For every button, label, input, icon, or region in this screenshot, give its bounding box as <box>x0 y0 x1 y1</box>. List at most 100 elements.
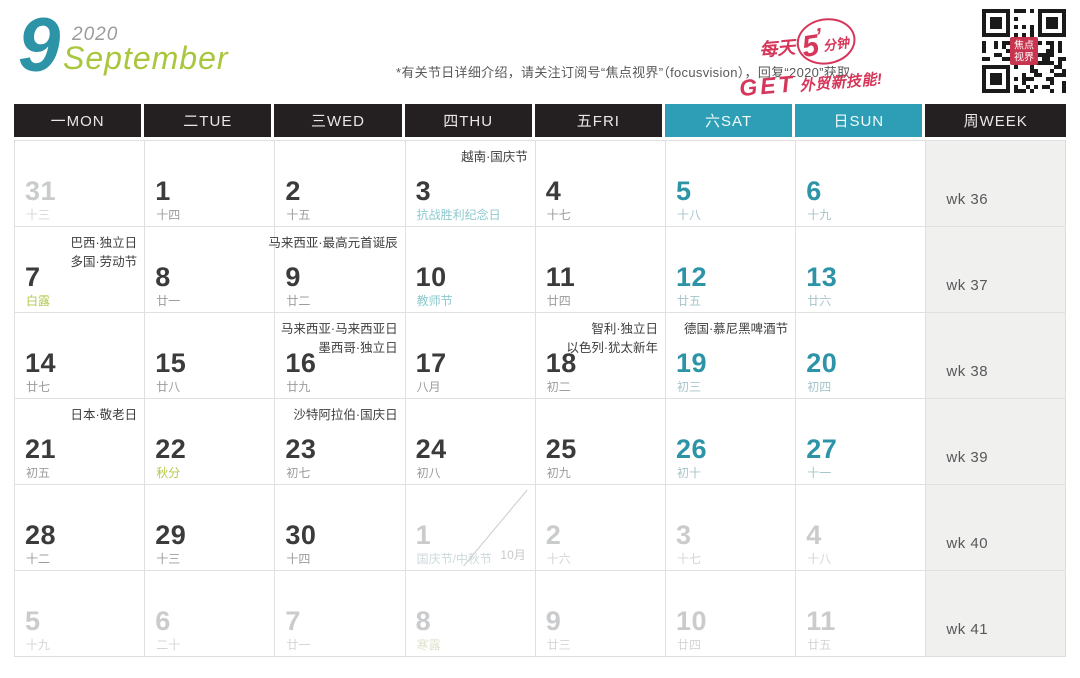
promo-line1: 每天 5’分钟 <box>734 14 881 72</box>
lunar-label: 二十 <box>156 638 181 652</box>
holiday-list: 马来西亚·马来西亚日 墨西哥·独立日 <box>281 320 398 358</box>
qr-code-icon: 焦点视界 <box>981 8 1067 94</box>
next-month-marker: 10月 <box>500 548 526 562</box>
day-cell: 马来西亚·最高元首诞辰 9 廿二 <box>268 226 405 312</box>
day-cell: 2 十六 <box>534 484 665 570</box>
lunar-label: 廿三 <box>546 638 571 652</box>
lunar-label: 十一 <box>807 466 832 480</box>
lunar-label: 十三 <box>156 552 181 566</box>
lunar-label: 十八 <box>807 552 832 566</box>
day-cell: 7 廿一 <box>274 570 405 656</box>
day-number: 18 <box>545 348 577 378</box>
lunar-label: 初七 <box>286 466 311 480</box>
week-number: wk 39 <box>946 449 989 466</box>
lunar-label: 寒露 <box>416 638 441 652</box>
day-cell: 日本·敬老日 21 初五 <box>14 398 145 484</box>
day-number: 7 <box>285 606 301 636</box>
day-number: 30 <box>285 520 317 550</box>
lunar-label: 初三 <box>676 380 701 394</box>
day-cell: 4 十七 <box>534 140 665 226</box>
holiday-label: 智利·独立日 <box>591 322 658 336</box>
day-cell: 4 十八 <box>795 484 926 570</box>
day-cell: 25 初九 <box>534 398 665 484</box>
day-cell: 3 十七 <box>664 484 796 570</box>
day-number: 17 <box>415 348 447 378</box>
lunar-label: 初八 <box>416 466 441 480</box>
calendar-table: 一MON 二TUE 三WED 四THU 五FRI 六SAT 日SUN 周WEEK 31 十三 … <box>14 104 1066 657</box>
svg-text:视界: 视界 <box>1014 51 1034 64</box>
lunar-label: 十七 <box>676 552 701 566</box>
day-cell: 12 廿五 <box>664 226 796 312</box>
day-number: 1 <box>415 520 432 550</box>
day-number: 20 <box>806 348 838 378</box>
lunar-label: 十九 <box>26 638 51 652</box>
lunar-label: 廿五 <box>807 638 832 652</box>
promo-prefix: 每天 <box>758 37 796 61</box>
day-number: 4 <box>545 176 562 206</box>
day-cell: 28 十二 <box>14 484 145 570</box>
day-number: 10 <box>675 606 708 636</box>
day-number: 11 <box>545 262 576 292</box>
holiday-list: 马来西亚·最高元首诞辰 <box>268 234 397 253</box>
lunar-label: 十二 <box>26 552 51 566</box>
day-number: 5 <box>25 606 41 636</box>
day-number: 27 <box>806 434 838 464</box>
holiday-label: 日本·敬老日 <box>70 408 138 422</box>
day-cell: 马来西亚·马来西亚日 墨西哥·独立日 16 廿九 <box>274 312 405 398</box>
day-cell: 26 初十 <box>664 398 796 484</box>
day-number: 2 <box>545 520 562 550</box>
day-cell: 1 国庆节/中秋节 10月 <box>404 484 535 570</box>
day-cell: 13 廿六 <box>795 226 926 312</box>
day-cell: 德国·慕尼黑啤酒节 19 初三 <box>664 312 796 398</box>
lunar-label: 初二 <box>546 380 571 394</box>
weekday-header: 二TUE <box>144 104 272 137</box>
day-number: 24 <box>415 434 447 464</box>
lunar-label: 廿五 <box>676 294 701 308</box>
day-number: 8 <box>155 262 171 292</box>
lunar-label: 廿一 <box>156 294 181 308</box>
lunar-label: 廿四 <box>676 638 701 652</box>
day-cell: 越南·国庆节 3 抗战胜利纪念日 <box>404 140 535 226</box>
promo-get: GET <box>737 70 797 102</box>
day-number: 3 <box>415 176 432 206</box>
lunar-label: 八月 <box>416 380 441 394</box>
day-cell: 2 十五 <box>274 140 405 226</box>
day-cell: 31 十三 <box>14 140 145 226</box>
lunar-label: 廿六 <box>807 294 832 308</box>
day-number: 29 <box>155 520 187 550</box>
day-cell: 8 廿一 <box>144 226 275 312</box>
day-cell: 11 廿四 <box>534 226 665 312</box>
day-cell: 17 八月 <box>404 312 535 398</box>
day-number: 26 <box>675 434 708 464</box>
promo-minutes: 分钟 <box>821 34 850 54</box>
day-number: 28 <box>25 520 57 550</box>
day-cell: 30 十四 <box>274 484 405 570</box>
lunar-label: 初四 <box>807 380 832 394</box>
holiday-label: 越南·国庆节 <box>461 150 528 164</box>
lunar-label: 初十 <box>676 466 701 480</box>
weekday-header: 一MON <box>14 104 142 137</box>
week-cell: wk 38 <box>925 312 1066 398</box>
holiday-label: 以色列·犹太新年 <box>566 341 658 355</box>
holiday-label: 墨西哥·独立日 <box>318 341 398 355</box>
lunar-label: 十七 <box>546 208 571 222</box>
day-number: 2 <box>285 176 301 206</box>
day-cell: 10 廿四 <box>664 570 796 656</box>
holiday-label: 巴西·独立日 <box>70 236 138 250</box>
day-cell: 24 初八 <box>404 398 535 484</box>
week-number: wk 38 <box>946 363 989 380</box>
day-number: 7 <box>25 262 41 292</box>
lunar-label: 十三 <box>26 208 51 222</box>
week-cell: wk 41 <box>925 570 1066 656</box>
weekday-header: 日SUN <box>795 104 923 137</box>
lunar-label: 十九 <box>807 208 832 222</box>
week-number: wk 37 <box>946 277 989 294</box>
day-number: 19 <box>675 348 708 378</box>
day-number: 21 <box>25 434 57 464</box>
day-cell: 14 廿七 <box>14 312 145 398</box>
day-number: 6 <box>155 606 171 636</box>
month-number: 9 <box>18 3 61 88</box>
day-cell: 6 十九 <box>795 140 926 226</box>
day-number: 10 <box>415 262 447 292</box>
day-cell: 5 十九 <box>14 570 145 656</box>
